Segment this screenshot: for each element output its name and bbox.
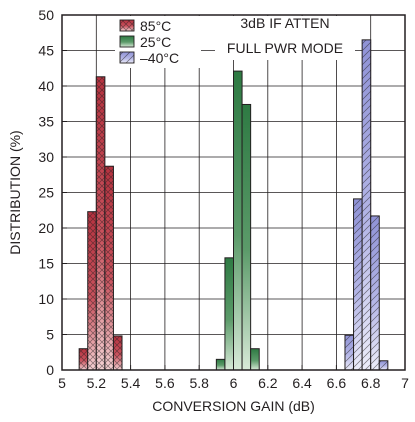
y-tick-label: 35 bbox=[38, 114, 54, 130]
y-axis-title: DISTRIBUTION (%) bbox=[7, 130, 23, 254]
bar-hatch-0-2 bbox=[96, 76, 105, 371]
y-tick-label: 25 bbox=[38, 185, 54, 201]
annotation-background bbox=[215, 16, 355, 60]
y-tick-label: 40 bbox=[38, 78, 54, 94]
y-tick-label: 20 bbox=[38, 220, 54, 236]
y-tick-label: 30 bbox=[38, 149, 54, 165]
bar-1-4 bbox=[250, 348, 260, 371]
bar-1-1 bbox=[224, 257, 235, 371]
annotation-line: FULL PWR MODE bbox=[227, 40, 343, 56]
x-tick-label: 5.4 bbox=[121, 375, 141, 391]
bar-hatch-0-0 bbox=[79, 348, 88, 370]
x-tick-label: 6.2 bbox=[258, 375, 278, 391]
bar-hatch-0-4 bbox=[113, 335, 123, 370]
bar-hatch-0-3 bbox=[104, 166, 114, 370]
annotation-block: 3dB IF ATTEN FULL PWR MODE bbox=[215, 15, 355, 60]
legend-swatch-hatch bbox=[120, 52, 134, 63]
bar-hatch-2-0 bbox=[344, 335, 354, 370]
x-tick-label: 6 bbox=[230, 375, 238, 391]
axis-ticks: 5 5.2 5.4 5.6 5.8 6 6.2 6.4 6.6 6.8 70510152025303… bbox=[38, 7, 409, 391]
legend: 85°C25°C–40°C bbox=[115, 16, 201, 68]
annotation-line: 3dB IF ATTEN bbox=[240, 15, 329, 31]
bar-1-0 bbox=[215, 358, 226, 371]
x-axis-title: CONVERSION GAIN (dB) bbox=[152, 398, 315, 414]
x-tick-label: 7 bbox=[401, 375, 409, 391]
x-tick-label: 5.2 bbox=[87, 375, 107, 391]
legend-label: –40°C bbox=[140, 50, 179, 66]
bar-hatch-2-2 bbox=[362, 39, 371, 370]
y-tick-label: 0 bbox=[46, 362, 54, 378]
legend-swatch bbox=[119, 35, 135, 48]
y-tick-label: 15 bbox=[38, 256, 54, 272]
x-tick-label: 6.6 bbox=[327, 375, 347, 391]
x-tick-label: 5.8 bbox=[189, 375, 209, 391]
x-tick-label: 5.6 bbox=[155, 375, 175, 391]
bar-1-2 bbox=[233, 70, 243, 371]
x-tick-label: 6.4 bbox=[292, 375, 312, 391]
y-tick-label: 10 bbox=[38, 291, 54, 307]
bar-hatch-2-3 bbox=[370, 215, 380, 370]
y-tick-label: 50 bbox=[38, 7, 54, 23]
y-tick-label: 5 bbox=[46, 327, 54, 343]
x-tick-label: 6.8 bbox=[361, 375, 381, 391]
legend-label: 25°C bbox=[140, 34, 171, 50]
legend-label: 85°C bbox=[140, 18, 171, 34]
bar-hatch-2-1 bbox=[353, 198, 363, 370]
bar-hatch-2-4 bbox=[379, 360, 388, 370]
y-tick-label: 45 bbox=[38, 43, 54, 59]
x-tick-label: 5 bbox=[58, 375, 66, 391]
bar-1-3 bbox=[241, 103, 252, 371]
legend-swatch-hatch bbox=[120, 20, 134, 31]
histogram-bars bbox=[78, 39, 389, 371]
bar-hatch-0-1 bbox=[87, 211, 97, 370]
